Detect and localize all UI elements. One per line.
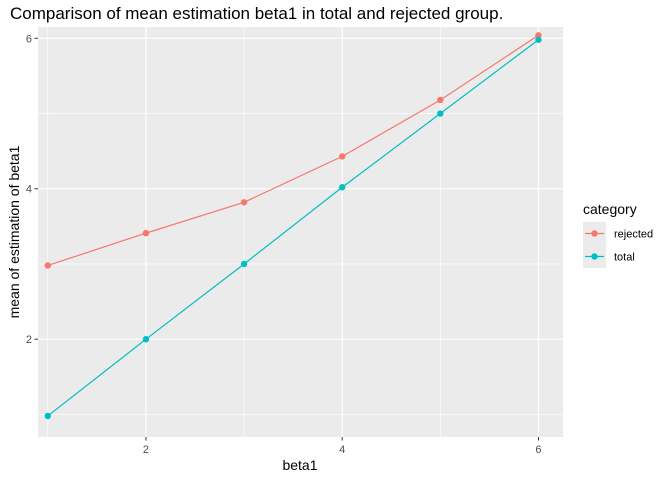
data-point-rejected	[44, 262, 52, 269]
series-line-total	[47, 39, 539, 417]
grid-minor	[38, 27, 563, 437]
series-line-rejected	[47, 34, 539, 267]
legend-key-point-rejected	[591, 230, 598, 237]
series-layer	[44, 32, 542, 420]
data-point-total	[44, 412, 52, 420]
data-point-total	[535, 36, 542, 43]
data-point-total	[142, 336, 150, 343]
data-point-total	[437, 110, 444, 117]
y-tick-label: 4	[26, 184, 32, 196]
data-point-rejected	[339, 153, 346, 160]
x-axis-title: beta1	[282, 457, 317, 473]
x-tick-label: 4	[339, 444, 345, 456]
plot-panel	[38, 27, 563, 437]
tick-labels: 2 4 6 2 4 6	[26, 33, 542, 456]
y-axis-title: mean of estimation of beta1	[6, 145, 22, 318]
data-point-rejected	[240, 199, 248, 206]
legend-label-rejected: rejected	[614, 229, 653, 241]
data-point-total	[240, 260, 248, 268]
x-tick-label: 6	[535, 444, 541, 456]
y-tick-label: 6	[26, 33, 32, 45]
legend-key-point-total	[591, 253, 598, 260]
legend: category rejected total	[583, 201, 653, 268]
data-point-rejected	[535, 32, 542, 39]
data-point-rejected	[142, 229, 150, 237]
legend-items: rejected total	[583, 222, 653, 268]
legend-label-total: total	[614, 252, 635, 264]
y-tick-label: 2	[26, 334, 32, 346]
chart-title: Comparison of mean estimation beta1 in t…	[10, 4, 503, 23]
legend-title: category	[583, 201, 637, 217]
x-tick-label: 2	[143, 444, 149, 456]
data-point-rejected	[437, 96, 444, 104]
data-point-total	[339, 184, 346, 191]
axis-ticks	[34, 37, 539, 441]
